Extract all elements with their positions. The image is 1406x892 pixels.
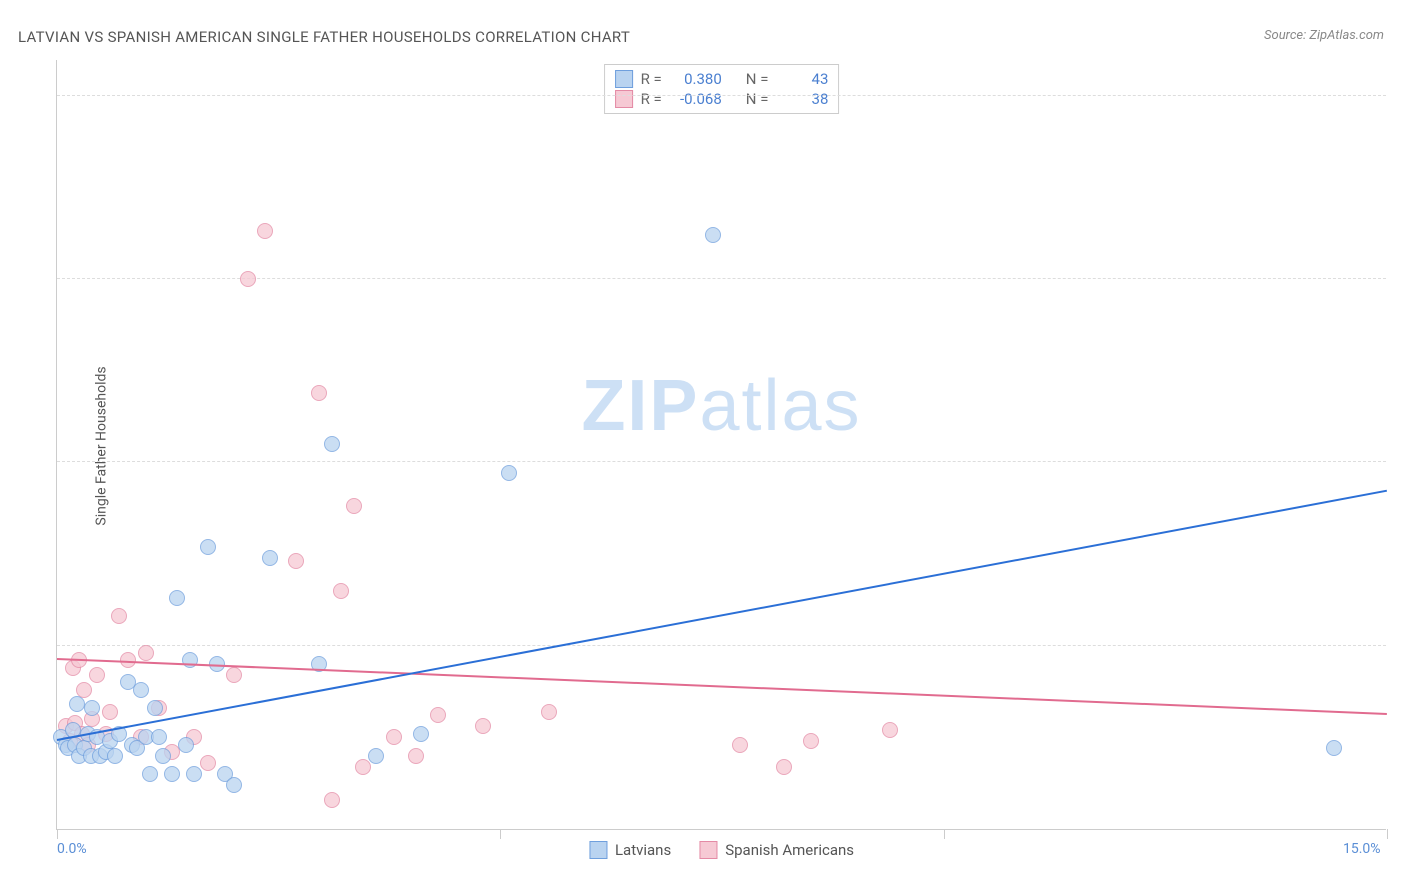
gridline [57,645,1386,646]
legend-bottom: Latvians Spanish Americans [589,841,854,859]
swatch-spanish-icon [615,90,633,108]
chart-title: LATVIAN VS SPANISH AMERICAN SINGLE FATHE… [18,28,630,46]
swatch-latvians-legend-icon [589,841,607,859]
legend-label-latvians: Latvians [615,841,671,859]
stats-box: R = 0.380 N = 43 R = -0.068 N = 38 [604,64,840,114]
r-label-2: R = [641,90,662,108]
r-label: R = [641,70,662,88]
n-label-2: N = [746,90,769,108]
scatter-point [1326,740,1342,756]
n-label: N = [746,70,769,88]
source-label: Source: ZipAtlas.com [1264,28,1384,43]
swatch-latvians-icon [615,70,633,88]
n-value-latvians: 43 [776,70,828,88]
legend-item-latvians: Latvians [589,841,671,859]
scatter-point [333,583,349,599]
scatter-point [705,227,721,243]
scatter-point [355,759,371,775]
scatter-point [111,608,127,624]
scatter-point [164,766,180,782]
scatter-point [430,707,446,723]
scatter-point [200,539,216,555]
scatter-point [324,792,340,808]
n-value-spanish: 38 [776,90,828,108]
plot-area: ZIPatlas R = 0.380 N = 43 R = -0.068 N =… [56,60,1386,830]
legend-item-spanish: Spanish Americans [699,841,854,859]
scatter-point [732,737,748,753]
gridline [57,95,1386,96]
x-tick [944,829,945,839]
scatter-point [107,748,123,764]
scatter-point [151,729,167,745]
scatter-point [226,777,242,793]
stats-row-spanish: R = -0.068 N = 38 [615,89,829,109]
trend-line [57,490,1387,741]
scatter-point [288,553,304,569]
scatter-point [541,704,557,720]
watermark-atlas: atlas [699,366,861,446]
gridline [57,278,1386,279]
scatter-point [186,766,202,782]
scatter-point [182,652,198,668]
x-tick [500,829,501,839]
x-tick [1387,829,1388,839]
scatter-point [138,645,154,661]
scatter-point [69,696,85,712]
x-tick [57,829,58,839]
scatter-point [240,271,256,287]
scatter-point [346,498,362,514]
scatter-point [84,700,100,716]
legend-label-spanish: Spanish Americans [725,841,854,859]
scatter-point [413,726,429,742]
r-value-latvians: 0.380 [670,70,722,88]
scatter-point [142,766,158,782]
r-value-spanish: -0.068 [670,90,722,108]
scatter-point [882,722,898,738]
scatter-point [803,733,819,749]
x-tick-label: 15.0% [1343,841,1381,857]
scatter-point [311,385,327,401]
scatter-point [178,737,194,753]
watermark: ZIPatlas [581,365,861,447]
scatter-point [475,718,491,734]
swatch-spanish-legend-icon [699,841,717,859]
scatter-point [133,682,149,698]
scatter-point [89,667,105,683]
x-tick-label: 0.0% [57,841,87,857]
scatter-point [257,223,273,239]
scatter-point [226,667,242,683]
scatter-point [262,550,278,566]
scatter-point [76,682,92,698]
gridline [57,461,1386,462]
scatter-point [169,590,185,606]
scatter-point [102,704,118,720]
scatter-point [368,748,384,764]
scatter-point [155,748,171,764]
stats-row-latvians: R = 0.380 N = 43 [615,69,829,89]
scatter-point [408,748,424,764]
scatter-point [776,759,792,775]
chart-container: LATVIAN VS SPANISH AMERICAN SINGLE FATHE… [0,0,1406,892]
scatter-point [501,465,517,481]
scatter-point [386,729,402,745]
scatter-point [324,436,340,452]
scatter-point [200,755,216,771]
trend-line [57,658,1387,715]
watermark-zip: ZIP [581,366,699,446]
scatter-point [147,700,163,716]
